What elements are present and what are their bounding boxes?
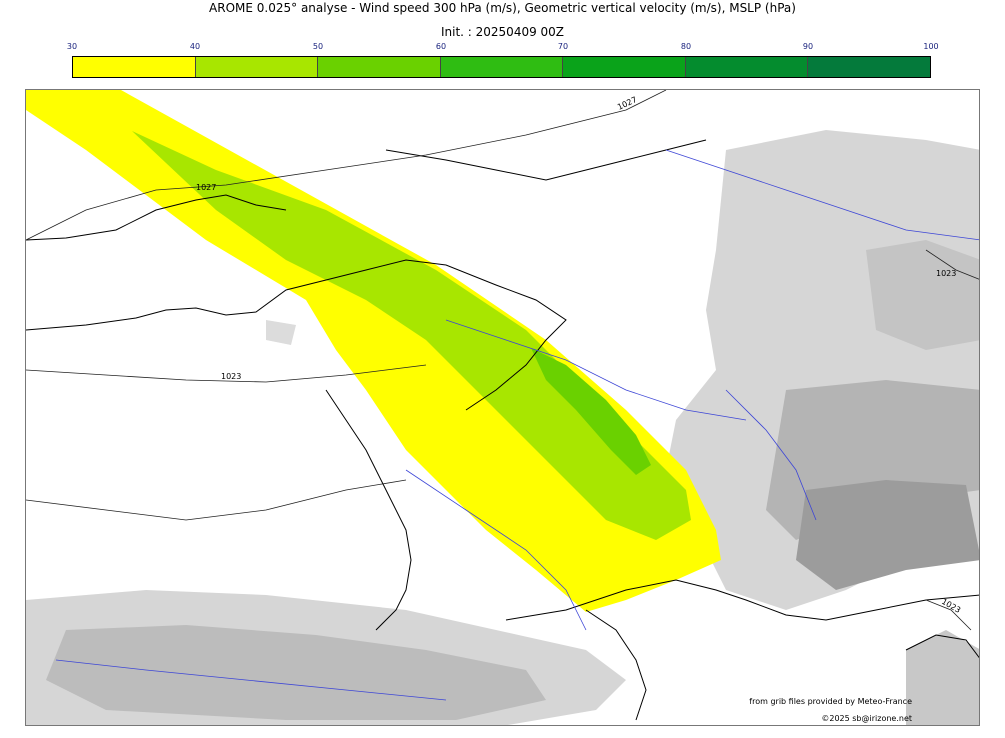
isobar-label: 1023 (940, 597, 962, 615)
colorbar-swatch-70-80 (563, 57, 686, 77)
colorbar-swatch-50-60 (318, 57, 441, 77)
data-source-credit: from grib files provided by Meteo-France (749, 697, 912, 706)
rivers (55, 149, 979, 701)
wind-speed-bands (26, 90, 721, 612)
colorbar-tick: 70 (557, 42, 569, 51)
isobar-label: 1023 (936, 269, 956, 278)
colorbar-tick: 80 (680, 42, 692, 51)
weather-map: 1027 1027 1023 1023 1023 (25, 89, 980, 726)
colorbar-swatch-80-90 (685, 57, 809, 77)
colorbar-swatch-60-70 (440, 57, 564, 77)
colorbar-tick: 100 (923, 42, 939, 51)
copyright-credit: ©2025 sb@irizone.net (821, 714, 912, 723)
isobar-label: 1027 (196, 183, 216, 192)
colorbar-tick: 60 (435, 42, 447, 51)
init-time: Init. : 20250409 00Z (440, 25, 565, 39)
isobar-label: 1023 (221, 372, 241, 381)
wind-speed-colorbar (72, 56, 931, 78)
colorbar-tick: 50 (312, 42, 324, 51)
colorbar-swatch-40-50 (195, 57, 319, 77)
coastlines (26, 139, 979, 721)
chart-title: AROME 0.025° analyse - Wind speed 300 hP… (209, 1, 796, 15)
terrain-shading (26, 130, 979, 725)
isobars (26, 90, 979, 631)
colorbar-swatch-90-100 (808, 57, 931, 77)
colorbar-swatch-30-40 (73, 57, 196, 77)
colorbar-tick: 40 (189, 42, 201, 51)
map-canvas: 1027 1027 1023 1023 1023 (26, 90, 979, 725)
colorbar-tick: 30 (66, 42, 78, 51)
colorbar-tick: 90 (802, 42, 814, 51)
